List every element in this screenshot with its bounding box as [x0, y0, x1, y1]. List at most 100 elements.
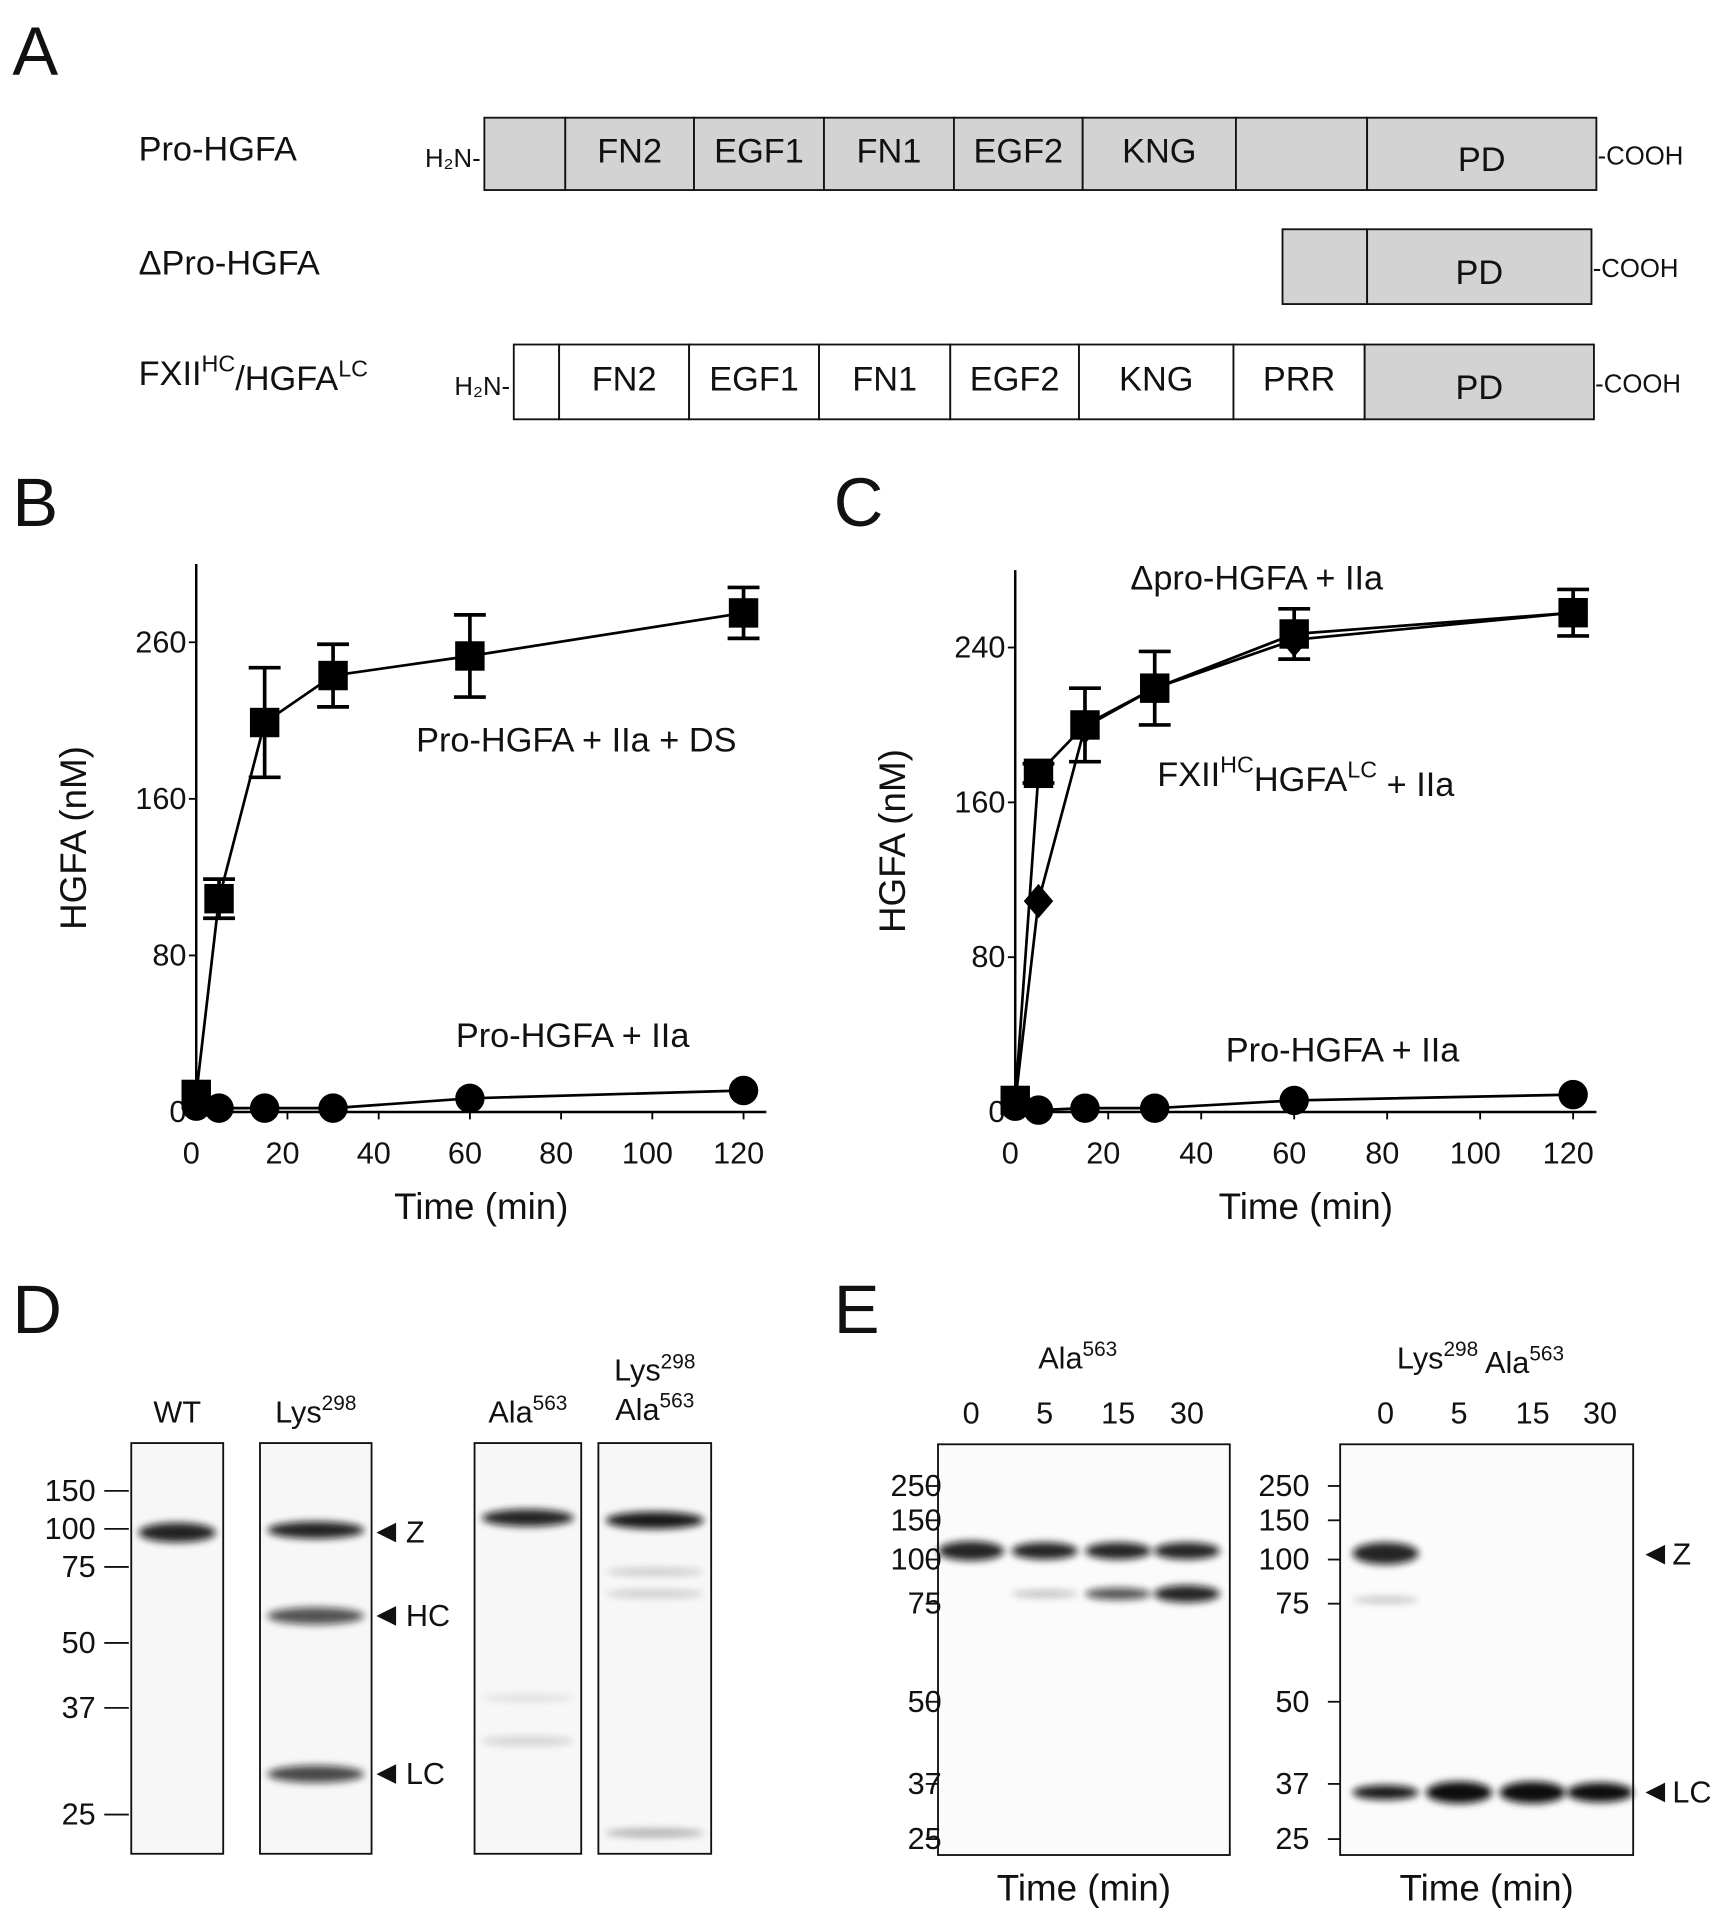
- gel: [597, 1442, 713, 1855]
- x-tick-label: 120: [1543, 1137, 1594, 1171]
- lane-label: 0: [963, 1397, 980, 1431]
- series-label: Pro-HGFA + IIa: [456, 1017, 691, 1055]
- gel-band: [1499, 1781, 1566, 1804]
- gel: [259, 1442, 373, 1855]
- blot-title: Lys298 Ala563: [1397, 1338, 1564, 1380]
- lane-label: Ala563: [615, 1389, 694, 1427]
- text-part: Lys: [1397, 1341, 1444, 1375]
- arrowhead: [376, 1764, 397, 1784]
- construct-name: Pro-HGFA: [139, 131, 297, 169]
- arrowhead: [376, 1522, 397, 1543]
- domain-box: [823, 116, 955, 191]
- series-label: FXIIHCHGFALC + IIa: [1157, 751, 1455, 803]
- mw-label: 100: [891, 1543, 942, 1577]
- domain-label: FN1: [852, 360, 917, 398]
- c-terminus: -COOH: [1598, 142, 1684, 170]
- domain-label: EGF2: [970, 360, 1060, 398]
- gel-band: [481, 1736, 574, 1746]
- domain-box: [512, 343, 561, 421]
- gel-band: [1153, 1585, 1220, 1603]
- panel-letter: D: [12, 1271, 62, 1348]
- superscript: 298: [661, 1350, 696, 1373]
- marker-diamond: [1070, 709, 1100, 745]
- superscript: 563: [1083, 1338, 1118, 1361]
- marker-diamond: [1279, 622, 1309, 657]
- arrowhead: [1645, 1544, 1666, 1565]
- lane-label: 15: [1101, 1397, 1135, 1431]
- marker-circle: [1000, 1091, 1030, 1121]
- mw-label: 75: [1275, 1587, 1309, 1621]
- superscript: 298: [322, 1392, 357, 1415]
- marker-circle: [1140, 1093, 1170, 1123]
- mw-label: 25: [908, 1822, 942, 1856]
- y-axis-title: HGFA (nM): [53, 746, 94, 930]
- mw-label: 250: [891, 1469, 942, 1503]
- gel-band: [1352, 1785, 1419, 1800]
- mw-label: 50: [62, 1626, 96, 1660]
- mw-label: 37: [908, 1767, 942, 1801]
- construct-name: ΔPro-HGFA: [139, 245, 320, 283]
- domain-box: [1235, 116, 1369, 191]
- panel-letter: C: [834, 464, 884, 541]
- y-tick-label: 160: [135, 782, 186, 816]
- text-part: Ala: [1478, 1346, 1530, 1380]
- text-part: FXII: [1157, 756, 1220, 794]
- x-axis-title: Time (min): [394, 1186, 568, 1227]
- gel-band: [481, 1694, 574, 1702]
- gel-band: [481, 1509, 574, 1527]
- mw-label: 37: [1275, 1767, 1309, 1801]
- domain-box: [953, 116, 1084, 191]
- gel-band: [1352, 1596, 1419, 1604]
- domain-label: KNG: [1122, 132, 1196, 170]
- mw-label: 150: [891, 1503, 942, 1537]
- marker-circle: [455, 1083, 485, 1114]
- domain-label: FN1: [857, 132, 922, 170]
- x-tick-label: 100: [1450, 1137, 1501, 1171]
- domain-label: EGF2: [973, 132, 1063, 170]
- panel-letter: A: [12, 13, 58, 90]
- mw-label: 50: [1275, 1685, 1309, 1719]
- marker-square: [249, 707, 280, 738]
- marker-square: [204, 883, 234, 914]
- arrowhead: [376, 1606, 397, 1626]
- mw-label: 37: [62, 1691, 96, 1725]
- domain-label: EGF1: [714, 132, 804, 170]
- x-tick-label: 0: [1002, 1137, 1019, 1171]
- domain-box: [949, 343, 1080, 421]
- mw-label: 150: [1258, 1503, 1309, 1537]
- domain-label: FN2: [597, 132, 662, 170]
- text-part: Ala: [1038, 1341, 1083, 1375]
- mw-label: 100: [1258, 1543, 1309, 1577]
- marker-circle: [1279, 1085, 1309, 1116]
- domain-label: PD: [1455, 369, 1503, 407]
- text-part: + IIa: [1377, 766, 1455, 804]
- gel-band: [1153, 1542, 1220, 1560]
- x-tick-label: 40: [357, 1137, 391, 1171]
- gel-band: [1566, 1782, 1634, 1803]
- lane-label: 30: [1583, 1397, 1617, 1431]
- domain-box: [558, 343, 691, 421]
- gel-band: [1085, 1587, 1152, 1600]
- y-tick-label: 80: [971, 940, 1005, 974]
- marker-square: [728, 598, 759, 628]
- gel-band: [605, 1829, 704, 1837]
- marker-diamond: [1558, 595, 1588, 630]
- band-label: Z: [1672, 1538, 1691, 1572]
- x-tick-label: 20: [266, 1137, 300, 1171]
- domain-label: FN2: [592, 360, 657, 398]
- domain-box: [1363, 343, 1595, 421]
- text-part: Ala: [615, 1393, 660, 1427]
- blot-title: Ala563: [1038, 1338, 1117, 1376]
- y-axis-title: HGFA (nM): [872, 749, 913, 933]
- mw-label: 75: [62, 1550, 96, 1584]
- x-axis-title: Time (min): [1219, 1186, 1393, 1227]
- series-line: [1013, 611, 1574, 1103]
- gel-band: [1011, 1590, 1078, 1598]
- superscript: HC: [1220, 751, 1254, 777]
- text-part: Ala: [488, 1395, 533, 1429]
- construct-name: FXIIHC/HGFALC: [139, 350, 368, 397]
- domain-box: [688, 343, 820, 421]
- domain-box: [1366, 228, 1593, 305]
- series-label: Pro-HGFA + IIa + DS: [416, 722, 736, 760]
